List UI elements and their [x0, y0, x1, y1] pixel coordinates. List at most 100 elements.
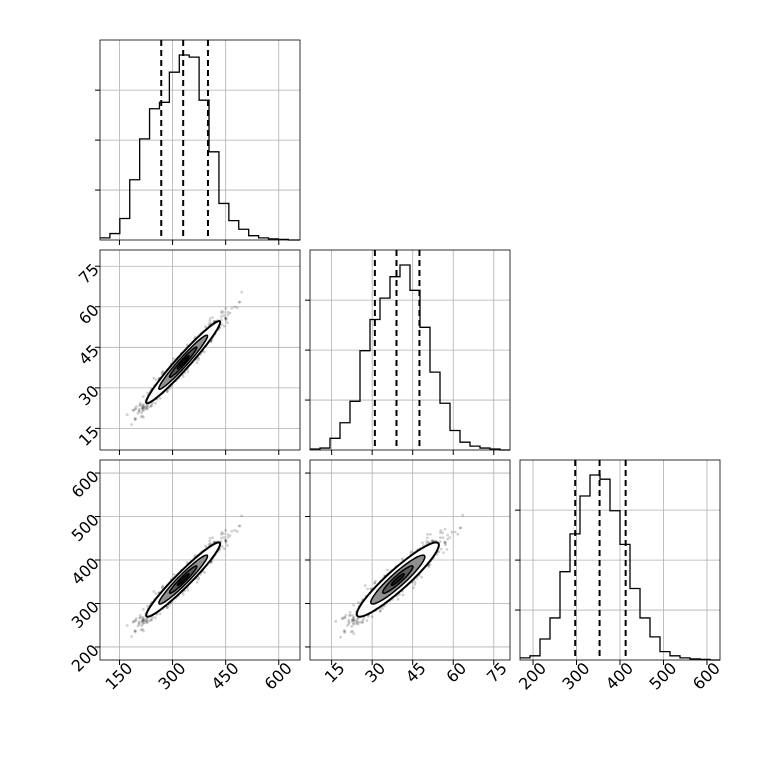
scatter-point: [401, 557, 404, 560]
scatter-point: [134, 619, 138, 623]
scatter-point: [224, 317, 228, 321]
scatter-point: [141, 615, 145, 619]
x-tick-label: 75: [483, 659, 511, 687]
scatter-point: [146, 621, 149, 625]
scatter-point: [219, 539, 223, 543]
scatter-point: [139, 403, 142, 407]
scatter-point: [356, 617, 360, 620]
scatter-point: [224, 539, 228, 543]
panel-frame: [99, 249, 301, 451]
x-tick-label: 450: [208, 659, 243, 694]
scatter-point: [347, 618, 351, 622]
scatter-point: [344, 613, 348, 617]
scatter-point: [141, 628, 144, 631]
y-tick-label: 200: [68, 641, 103, 676]
scatter-point: [412, 586, 415, 590]
scatter-point: [141, 622, 145, 626]
scatter-point: [458, 526, 462, 530]
scatter-point: [438, 531, 442, 535]
scatter-point: [431, 539, 435, 543]
scatter-point: [141, 621, 145, 625]
scatter-point: [143, 621, 147, 625]
scatter-point: [356, 620, 359, 623]
scatter-point: [224, 316, 228, 320]
scatter-point: [197, 576, 201, 579]
scatter-point: [137, 407, 141, 411]
scatter-point: [140, 406, 144, 410]
scatter-point: [166, 389, 169, 393]
scatter-point: [142, 629, 145, 633]
scatter-point: [378, 609, 382, 613]
scatter-point: [133, 629, 137, 633]
scatter-point: [142, 403, 146, 407]
scatter-point: [235, 306, 239, 310]
x-tick-label: 300: [558, 659, 593, 694]
scatter-point: [350, 625, 354, 628]
scatter-point: [139, 628, 143, 632]
scatter-point: [195, 580, 199, 584]
scatter-point: [366, 614, 370, 618]
scatter-point: [172, 573, 176, 576]
scatter-point: [360, 621, 364, 624]
scatter-point: [141, 405, 145, 409]
scatter-point: [456, 532, 460, 536]
scatter-point: [348, 614, 352, 618]
scatter-point: [220, 323, 224, 326]
scatter-point: [350, 618, 354, 622]
scatter-point: [134, 407, 138, 411]
contour-level-3: [176, 354, 190, 370]
scatter-point: [450, 530, 454, 534]
scatter-point: [197, 358, 200, 361]
scatter-point: [238, 524, 242, 528]
scatter-point: [154, 592, 158, 595]
scatter-point: [356, 622, 360, 626]
scatter-point: [140, 619, 144, 623]
scatter-point: [240, 290, 244, 294]
y-tick-label: 15: [75, 422, 103, 450]
scatter-point: [138, 613, 142, 617]
scatter-point: [237, 300, 241, 304]
scatter-point: [230, 529, 234, 533]
scatter-point: [351, 621, 355, 625]
scatter-point: [233, 305, 237, 309]
scatter-point: [143, 406, 147, 409]
scatter-point: [152, 590, 156, 593]
scatter-point: [343, 631, 346, 634]
scatter-point: [138, 404, 142, 408]
scatter-point: [138, 401, 142, 405]
histogram-step: [310, 264, 510, 451]
y-tick-label: 500: [68, 510, 103, 545]
scatter-point: [351, 623, 355, 626]
scatter-point: [146, 407, 149, 411]
scatter-point: [351, 616, 355, 620]
scatter-point: [453, 530, 457, 534]
scatter-point: [165, 606, 169, 610]
scatter-point: [197, 578, 200, 581]
scatter-point: [233, 528, 237, 532]
scatter-point: [150, 402, 154, 406]
scatter-point: [150, 617, 154, 620]
scatter-point: [146, 391, 150, 395]
scatter-point: [142, 619, 146, 622]
scatter-point: [439, 529, 443, 532]
scatter-point: [446, 533, 449, 537]
scatter-point: [134, 629, 137, 633]
scatter-point: [149, 405, 153, 408]
scatter-point: [131, 408, 135, 412]
scatter-point: [147, 619, 151, 623]
scatter-point: [154, 616, 157, 620]
scatter-point: [459, 526, 463, 530]
scatter-point: [222, 310, 225, 314]
scatter-point: [137, 622, 141, 626]
scatter-point: [141, 607, 145, 611]
scatter-point: [354, 622, 357, 626]
scatter-point: [154, 378, 158, 381]
scatter-point: [158, 397, 162, 400]
scatter-point: [130, 423, 134, 426]
scatter-point: [132, 620, 136, 624]
scatter-point: [149, 619, 153, 622]
scatter-point: [207, 542, 211, 546]
scatter-point: [135, 405, 138, 408]
scatter-point: [142, 406, 146, 409]
scatter-point: [203, 350, 206, 354]
